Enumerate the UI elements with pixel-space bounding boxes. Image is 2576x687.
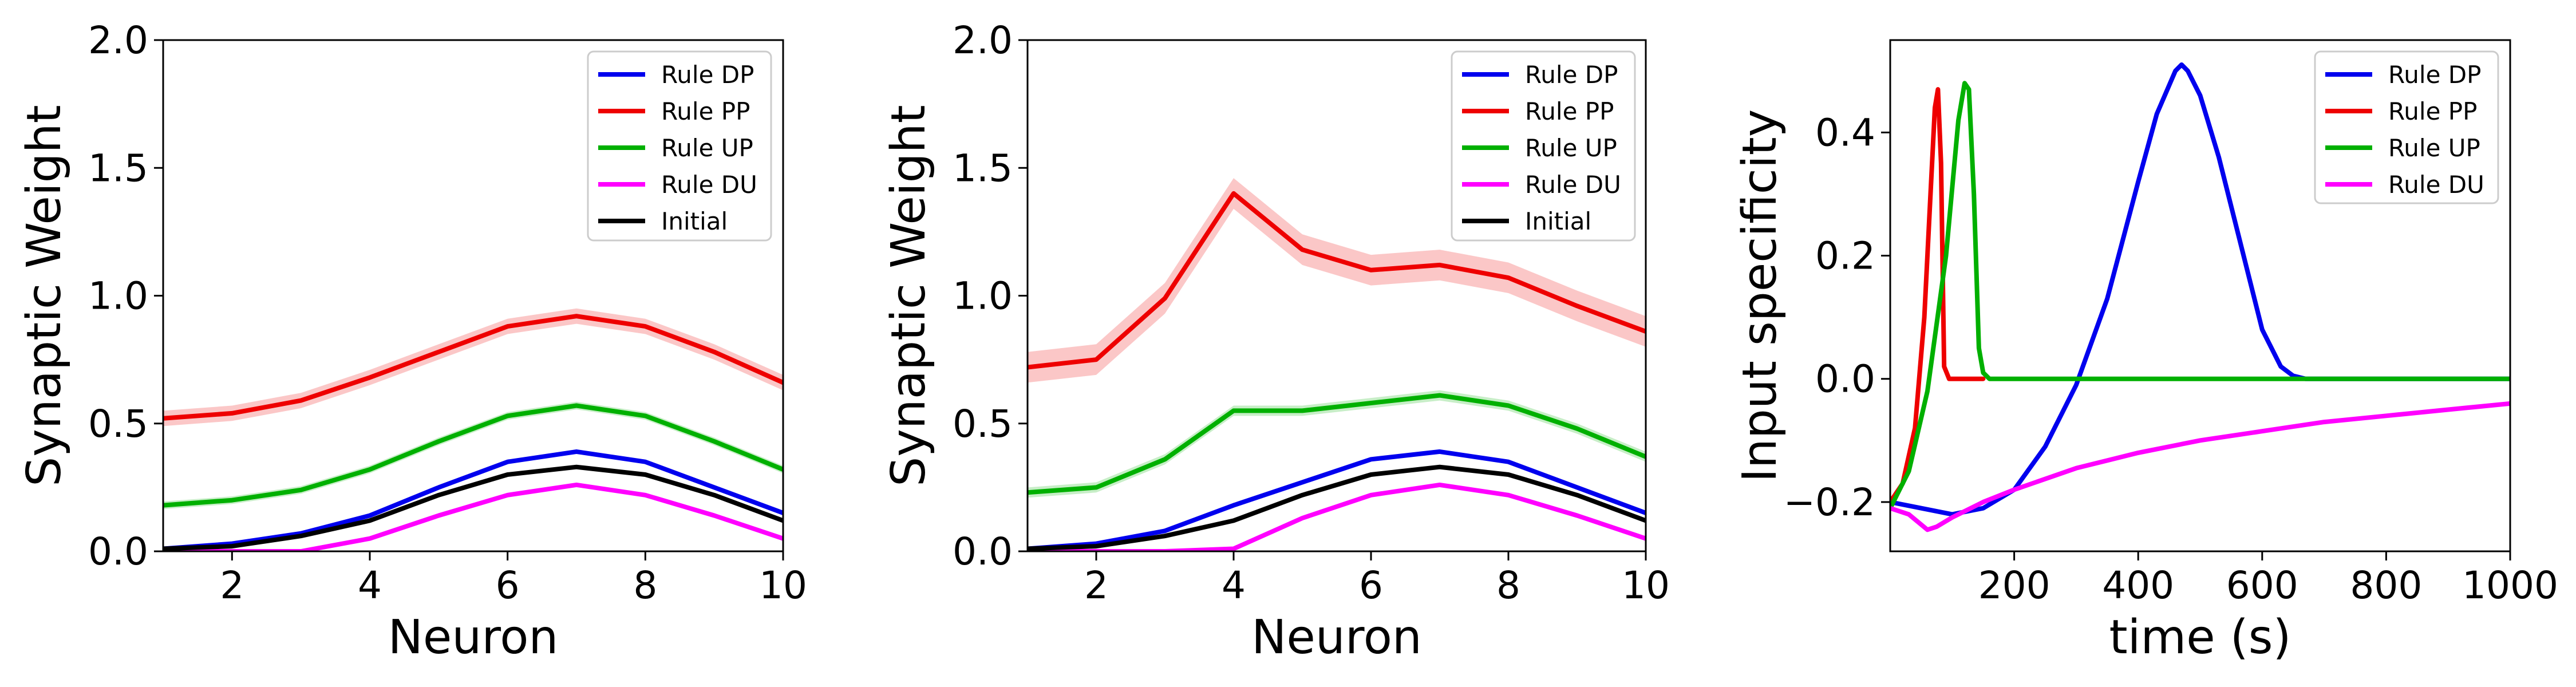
legend-label-initial: Initial bbox=[661, 207, 728, 235]
legend: Rule DP Rule PP Rule UP Rule DU Initial bbox=[1451, 50, 1636, 242]
y-tick-label: 0.0 bbox=[1815, 357, 1875, 401]
legend-label-rule-du: Rule DU bbox=[661, 171, 757, 199]
x-tick-label: 4 bbox=[1222, 563, 1246, 607]
y-tick-label: 2.0 bbox=[88, 18, 148, 62]
x-tick-label: 8 bbox=[1496, 563, 1520, 607]
legend-label-rule-up: Rule UP bbox=[1525, 134, 1617, 162]
legend-box bbox=[587, 50, 772, 242]
y-tick-label: 1.5 bbox=[88, 146, 148, 190]
y-tick-label: 0.5 bbox=[88, 402, 148, 446]
legend-label-rule-dp: Rule DP bbox=[661, 61, 754, 89]
x-tick-label: 8 bbox=[633, 563, 657, 607]
axes-frame bbox=[162, 39, 784, 552]
legend-label-rule-dp: Rule DP bbox=[1525, 61, 1618, 89]
y-tick-label: −0.2 bbox=[1784, 480, 1875, 524]
x-tick-label: 2 bbox=[220, 563, 244, 607]
y-axis-label: Synaptic Weight bbox=[882, 105, 936, 487]
plot-area bbox=[1028, 178, 1646, 551]
series-line-initial bbox=[163, 464, 783, 551]
legend-box bbox=[2314, 50, 2499, 204]
series-line-rule-up bbox=[163, 403, 783, 508]
y-tick-label: 1.0 bbox=[953, 274, 1013, 318]
x-tick-label: 10 bbox=[1622, 563, 1670, 607]
series-line-rule-up bbox=[1890, 81, 2510, 511]
series-line-rule-dp bbox=[1028, 449, 1646, 551]
legend-label-rule-du: Rule DU bbox=[1525, 171, 1621, 199]
axes-frame bbox=[1026, 39, 1647, 552]
series-line-initial bbox=[1028, 464, 1646, 551]
x-tick-label: 4 bbox=[358, 563, 382, 607]
series-line-rule-dp bbox=[163, 449, 783, 551]
y-axis-label: Input specificity bbox=[1733, 109, 1787, 483]
x-axis-label: Neuron bbox=[388, 610, 559, 665]
legend: Rule DP Rule PP Rule UP Rule DU bbox=[2314, 50, 2499, 204]
x-tick-label: 10 bbox=[759, 563, 807, 607]
x-tick-label: 2 bbox=[1084, 563, 1108, 607]
series-line-rule-du bbox=[1890, 401, 2510, 532]
y-tick-label: 0.0 bbox=[88, 530, 148, 574]
legend-label-rule-up: Rule UP bbox=[661, 134, 753, 162]
chart-3: 200 400 600 800 1000 −0.2 0.0 0.2 0.4 time (s) Inp… bbox=[1733, 39, 2558, 665]
legend: Rule DP Rule PP Rule UP Rule DU Initial bbox=[587, 50, 772, 242]
series-line-rule-du bbox=[1028, 482, 1646, 551]
legend-label-rule-pp: Rule PP bbox=[1525, 97, 1614, 125]
y-tick-label: 0.4 bbox=[1815, 110, 1875, 155]
y-tick-label: 0.5 bbox=[953, 402, 1013, 446]
y-tick-label: 2.0 bbox=[953, 18, 1013, 62]
legend-box bbox=[1451, 50, 1636, 242]
series-line-rule-du bbox=[163, 482, 783, 551]
series-band-rule-up bbox=[163, 401, 783, 510]
series-line-rule-pp bbox=[1028, 191, 1646, 370]
series-line-rule-pp bbox=[163, 314, 783, 421]
series-line-rule-up bbox=[1028, 393, 1646, 495]
y-tick-label: 1.5 bbox=[953, 146, 1013, 190]
plot-area bbox=[1890, 62, 2510, 532]
y-tick-label: 0.0 bbox=[953, 530, 1013, 574]
legend-label-initial: Initial bbox=[1525, 207, 1591, 235]
y-axis-label: Synaptic Weight bbox=[17, 105, 72, 487]
x-tick-label: 600 bbox=[2226, 563, 2298, 607]
plot-area bbox=[163, 308, 783, 551]
y-tick-label: 0.2 bbox=[1815, 234, 1875, 278]
legend-label-rule-dp: Rule DP bbox=[2388, 61, 2481, 89]
x-axis-label: Neuron bbox=[1251, 610, 1422, 665]
x-tick-label: 800 bbox=[2350, 563, 2422, 607]
legend-label-rule-du: Rule DU bbox=[2388, 171, 2484, 199]
chart-2: 2 4 6 8 10 0.0 0.5 1.0 1.5 2.0 Neuron Synaptic Weig… bbox=[882, 18, 1670, 665]
x-tick-label: 1000 bbox=[2462, 563, 2558, 607]
axes-frame bbox=[1889, 39, 2511, 552]
x-axis-label: time (s) bbox=[2109, 610, 2291, 665]
series-line-rule-pp bbox=[1890, 87, 1986, 504]
legend-label-rule-up: Rule UP bbox=[2388, 134, 2480, 162]
x-tick-label: 400 bbox=[2102, 563, 2174, 607]
legend-label-rule-pp: Rule PP bbox=[661, 97, 750, 125]
y-tick-label: 1.0 bbox=[88, 274, 148, 318]
chart-1: 2 4 6 8 10 0.0 0.5 1.0 1.5 2.0 Neuron Synaptic Weig… bbox=[17, 18, 807, 665]
legend-label-rule-pp: Rule PP bbox=[2388, 97, 2477, 125]
x-tick-label: 200 bbox=[1978, 563, 2050, 607]
x-tick-label: 6 bbox=[1359, 563, 1383, 607]
x-tick-label: 6 bbox=[496, 563, 520, 607]
